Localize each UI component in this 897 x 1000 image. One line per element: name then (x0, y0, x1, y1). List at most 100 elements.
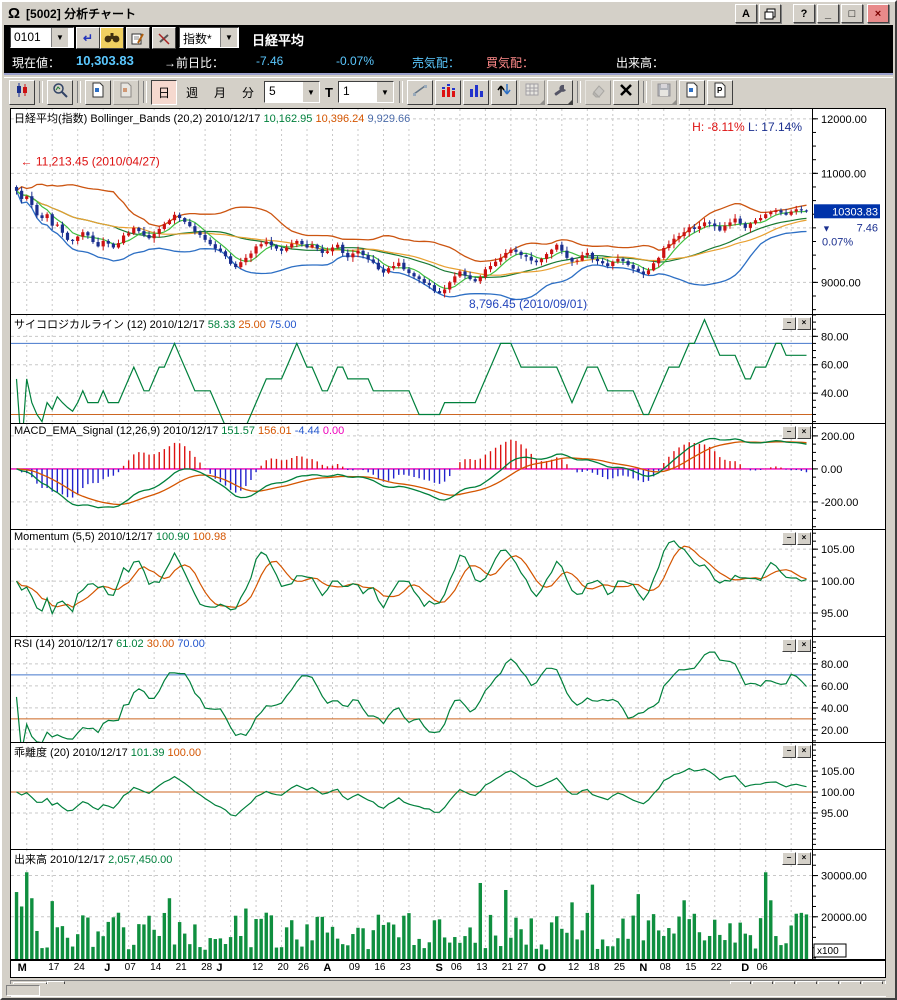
dropdown-corner-icon (671, 99, 676, 104)
symbol-code-combo[interactable]: 0101 ▼ (10, 27, 74, 48)
header-value: 70.00 (177, 638, 205, 650)
header-value: -4.44 (294, 425, 323, 437)
window-code: [5002] (26, 7, 61, 21)
panel-kairi-minimize-button[interactable]: − (782, 745, 796, 758)
svg-text:← 11,213.45 (2010/04/27): ← 11,213.45 (2010/04/27) (21, 155, 160, 169)
index-type-value: 指数* (183, 32, 212, 46)
panel-psych-minimize-button[interactable]: − (782, 317, 796, 330)
x-axis-label: J (216, 962, 223, 974)
app-logo-icon: Ω (8, 5, 21, 22)
header-value: MACD_EMA_Signal (12,26,9) 2010/12/17 (14, 425, 222, 437)
period-minute-button[interactable]: 分 (241, 85, 254, 100)
toolbar-separator (143, 81, 147, 103)
main-panel-svg[interactable]: ← 11,213.45 (2010/04/27) 8,796.45 (2010/0… (11, 109, 884, 314)
panel-momentum-header: Momentum (5,5) 2010/12/17 100.90 100.98 (14, 531, 227, 543)
pen-slash-icon (158, 32, 170, 45)
svg-text:80.00: 80.00 (821, 331, 849, 343)
updown-icon (496, 82, 512, 103)
panel-momentum-minimize-button[interactable]: − (782, 532, 796, 545)
prev-day-label: →前日比： (164, 56, 225, 70)
header-value: Momentum (5,5) 2010/12/17 (14, 531, 156, 543)
panel-rsi-minimize-button[interactable]: − (782, 639, 796, 652)
toolbar-separator (576, 81, 581, 103)
memo-button[interactable] (126, 27, 150, 49)
ticks-combo[interactable]: 1 ▼ (337, 81, 394, 103)
chevron-down-icon[interactable]: ▼ (220, 28, 237, 47)
panel-macd-minimize-button[interactable]: − (782, 426, 796, 439)
header-value: 出来高 2010/12/17 (14, 854, 109, 866)
volume-overlay-button[interactable] (462, 79, 489, 105)
x-axis-label: O (537, 962, 546, 974)
current-price-value: 10,303.83 (76, 53, 134, 68)
svg-text:95.00: 95.00 (821, 808, 849, 820)
quote-bar: 0101 ▼ ↵ 指数* ▼ 日経平均 現在値： 10,303.83 →前日比：… (4, 25, 893, 75)
save-combo-button[interactable] (650, 79, 677, 105)
chevron-down-icon[interactable]: ▼ (376, 82, 393, 102)
maximize-button[interactable]: □ (841, 4, 863, 23)
macd-panel-svg[interactable]: 200.00 0.00 -200.00 (11, 424, 884, 529)
eraser-button[interactable] (584, 79, 611, 105)
trend-icon (412, 82, 428, 103)
compare-chart-button[interactable] (434, 79, 461, 105)
volume-panel-svg[interactable]: 30000.00 20000.00 x100 (11, 850, 884, 959)
index-type-combo[interactable]: 指数* ▼ (179, 27, 239, 48)
page-restore-button[interactable] (113, 79, 139, 105)
trendline-button[interactable] (406, 79, 433, 105)
panel-main: ← 11,213.45 (2010/04/27) 8,796.45 (2010/0… (11, 109, 885, 315)
header-value: 101.39 (130, 747, 168, 759)
zoom-button[interactable] (47, 79, 73, 105)
chevron-down-icon[interactable]: ▼ (303, 82, 319, 102)
panel-macd-close-button[interactable]: × (797, 426, 811, 439)
pen-off-button[interactable] (152, 27, 176, 49)
x-axis-label: S (435, 962, 443, 974)
change-percent: -0.07% (336, 54, 375, 68)
svg-text:95.00: 95.00 (821, 608, 849, 620)
kairi-panel-svg[interactable]: 105.00 100.00 95.00 (11, 743, 884, 849)
momentum-panel-svg[interactable]: 105.00 100.00 95.00 (11, 530, 884, 636)
close-button[interactable]: × (867, 4, 889, 23)
duplicate-window-button[interactable] (759, 4, 781, 23)
font-size-button[interactable]: A (735, 4, 757, 23)
symbol-search-button[interactable] (100, 27, 124, 49)
x-axis-label: 08 (659, 962, 671, 973)
enter-button[interactable]: ↵ (76, 27, 100, 49)
x-axis-label: 21 (175, 962, 187, 973)
period-day-button[interactable]: 日 (151, 79, 177, 105)
updown-button[interactable] (490, 79, 517, 105)
page-copy-button[interactable] (678, 79, 705, 105)
panel-rsi-close-button[interactable]: × (797, 639, 811, 652)
svg-text:20.00: 20.00 (821, 725, 849, 737)
page-save-button[interactable] (85, 79, 111, 105)
panel-volume-close-button[interactable]: × (797, 852, 811, 865)
ask-label: 売気配： (412, 56, 461, 70)
grid-button[interactable] (518, 79, 545, 105)
rsi-panel-svg[interactable]: 80.00 60.00 40.00 20.00 (11, 637, 884, 742)
psych-panel-svg[interactable]: 80.00 60.00 40.00 (11, 315, 884, 423)
chevron-down-icon[interactable]: ▼ (51, 28, 68, 47)
page-d-icon (684, 82, 700, 103)
period-week-button[interactable]: 週 (185, 85, 198, 100)
header-value: 日経平均(指数) Bollinger_Bands (20,2) 2010/12/… (14, 113, 264, 125)
window-title-text: 分析チャート (64, 7, 136, 21)
panel-psych-close-button[interactable]: × (797, 317, 811, 330)
x-axis-label: 26 (297, 962, 310, 973)
delete-button[interactable] (612, 79, 639, 105)
minute-interval-combo-value: 5 (269, 84, 276, 98)
header-value: 58.33 (207, 319, 239, 331)
cross-icon (618, 82, 634, 103)
page-print-button[interactable]: P (706, 79, 733, 105)
period-month-button[interactable]: 月 (213, 85, 226, 100)
minimize-button[interactable]: _ (817, 4, 839, 23)
settings-button[interactable] (546, 79, 573, 105)
candlestick-chart-button[interactable] (9, 79, 35, 105)
toolbar-separator (642, 81, 647, 103)
minute-interval-combo[interactable]: 5 ▼ (264, 81, 320, 103)
svg-text:7.46: 7.46 (857, 222, 878, 234)
help-button[interactable]: ? (793, 4, 815, 23)
panel-volume: 30000.00 20000.00 x100 出来高 2010/12/17 2,057… (11, 850, 885, 960)
panel-kairi-close-button[interactable]: × (797, 745, 811, 758)
x-axis-label: 12 (252, 962, 264, 973)
panel-volume-minimize-button[interactable]: − (782, 852, 796, 865)
panel-momentum-close-button[interactable]: × (797, 532, 811, 545)
x-axis-label: 21 (501, 962, 513, 973)
